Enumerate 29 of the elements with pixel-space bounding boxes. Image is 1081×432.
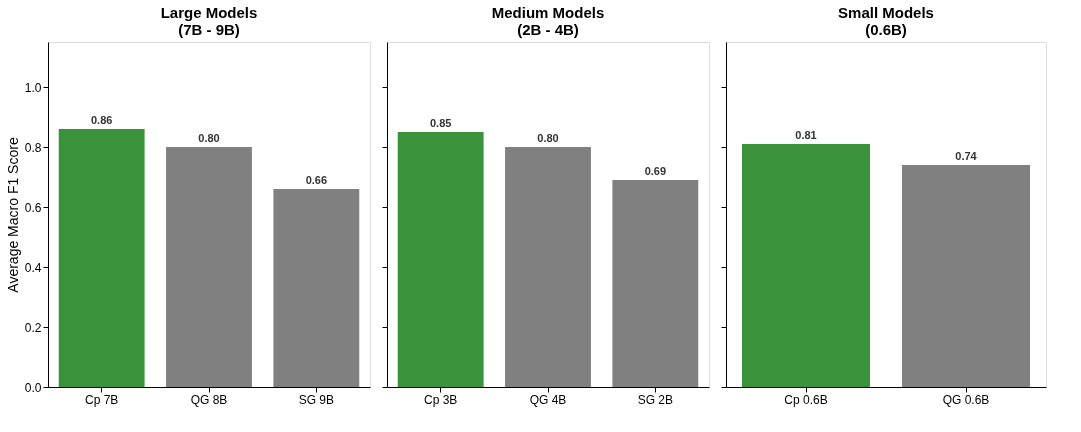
chart-title: Large Models (7B - 9B) <box>160 4 258 38</box>
x-tick-label: QG 4B <box>529 392 567 407</box>
bar <box>273 189 360 387</box>
y-tick-label: 1.0 <box>24 80 42 95</box>
x-tick-label: Cp 7B <box>84 392 119 407</box>
x-tick-label: QG 0.6B <box>942 392 990 407</box>
x-tick-label: SG 2B <box>637 392 674 407</box>
x-tick-label: Cp 0.6B <box>784 392 828 407</box>
y-tick-label: 0.2 <box>24 320 42 335</box>
data-label: 0.85 <box>429 117 452 129</box>
data-label: 0.86 <box>90 114 113 126</box>
y-tick-label: 0.6 <box>24 200 42 215</box>
y-tick-label: 0.4 <box>24 260 42 275</box>
chart-title: Small Models (0.6B) <box>838 4 934 38</box>
y-tick-label: 0.8 <box>24 140 42 155</box>
data-label: 0.69 <box>644 165 667 177</box>
data-label: 0.66 <box>305 174 328 186</box>
data-label: 0.74 <box>955 150 978 162</box>
chart-title: Medium Models (2B - 4B) <box>491 4 605 38</box>
data-label: 0.80 <box>537 132 559 144</box>
y-axis-title: Average Macro F1 Score <box>4 137 21 293</box>
x-tick-label: SG 9B <box>298 392 335 407</box>
data-label: 0.80 <box>198 132 220 144</box>
y-tick-label: 0.0 <box>24 380 42 395</box>
bar <box>58 129 145 387</box>
x-tick-label: QG 8B <box>190 392 228 407</box>
x-tick-label: Cp 3B <box>423 392 458 407</box>
data-label: 0.81 <box>795 129 817 141</box>
bar <box>166 147 252 387</box>
